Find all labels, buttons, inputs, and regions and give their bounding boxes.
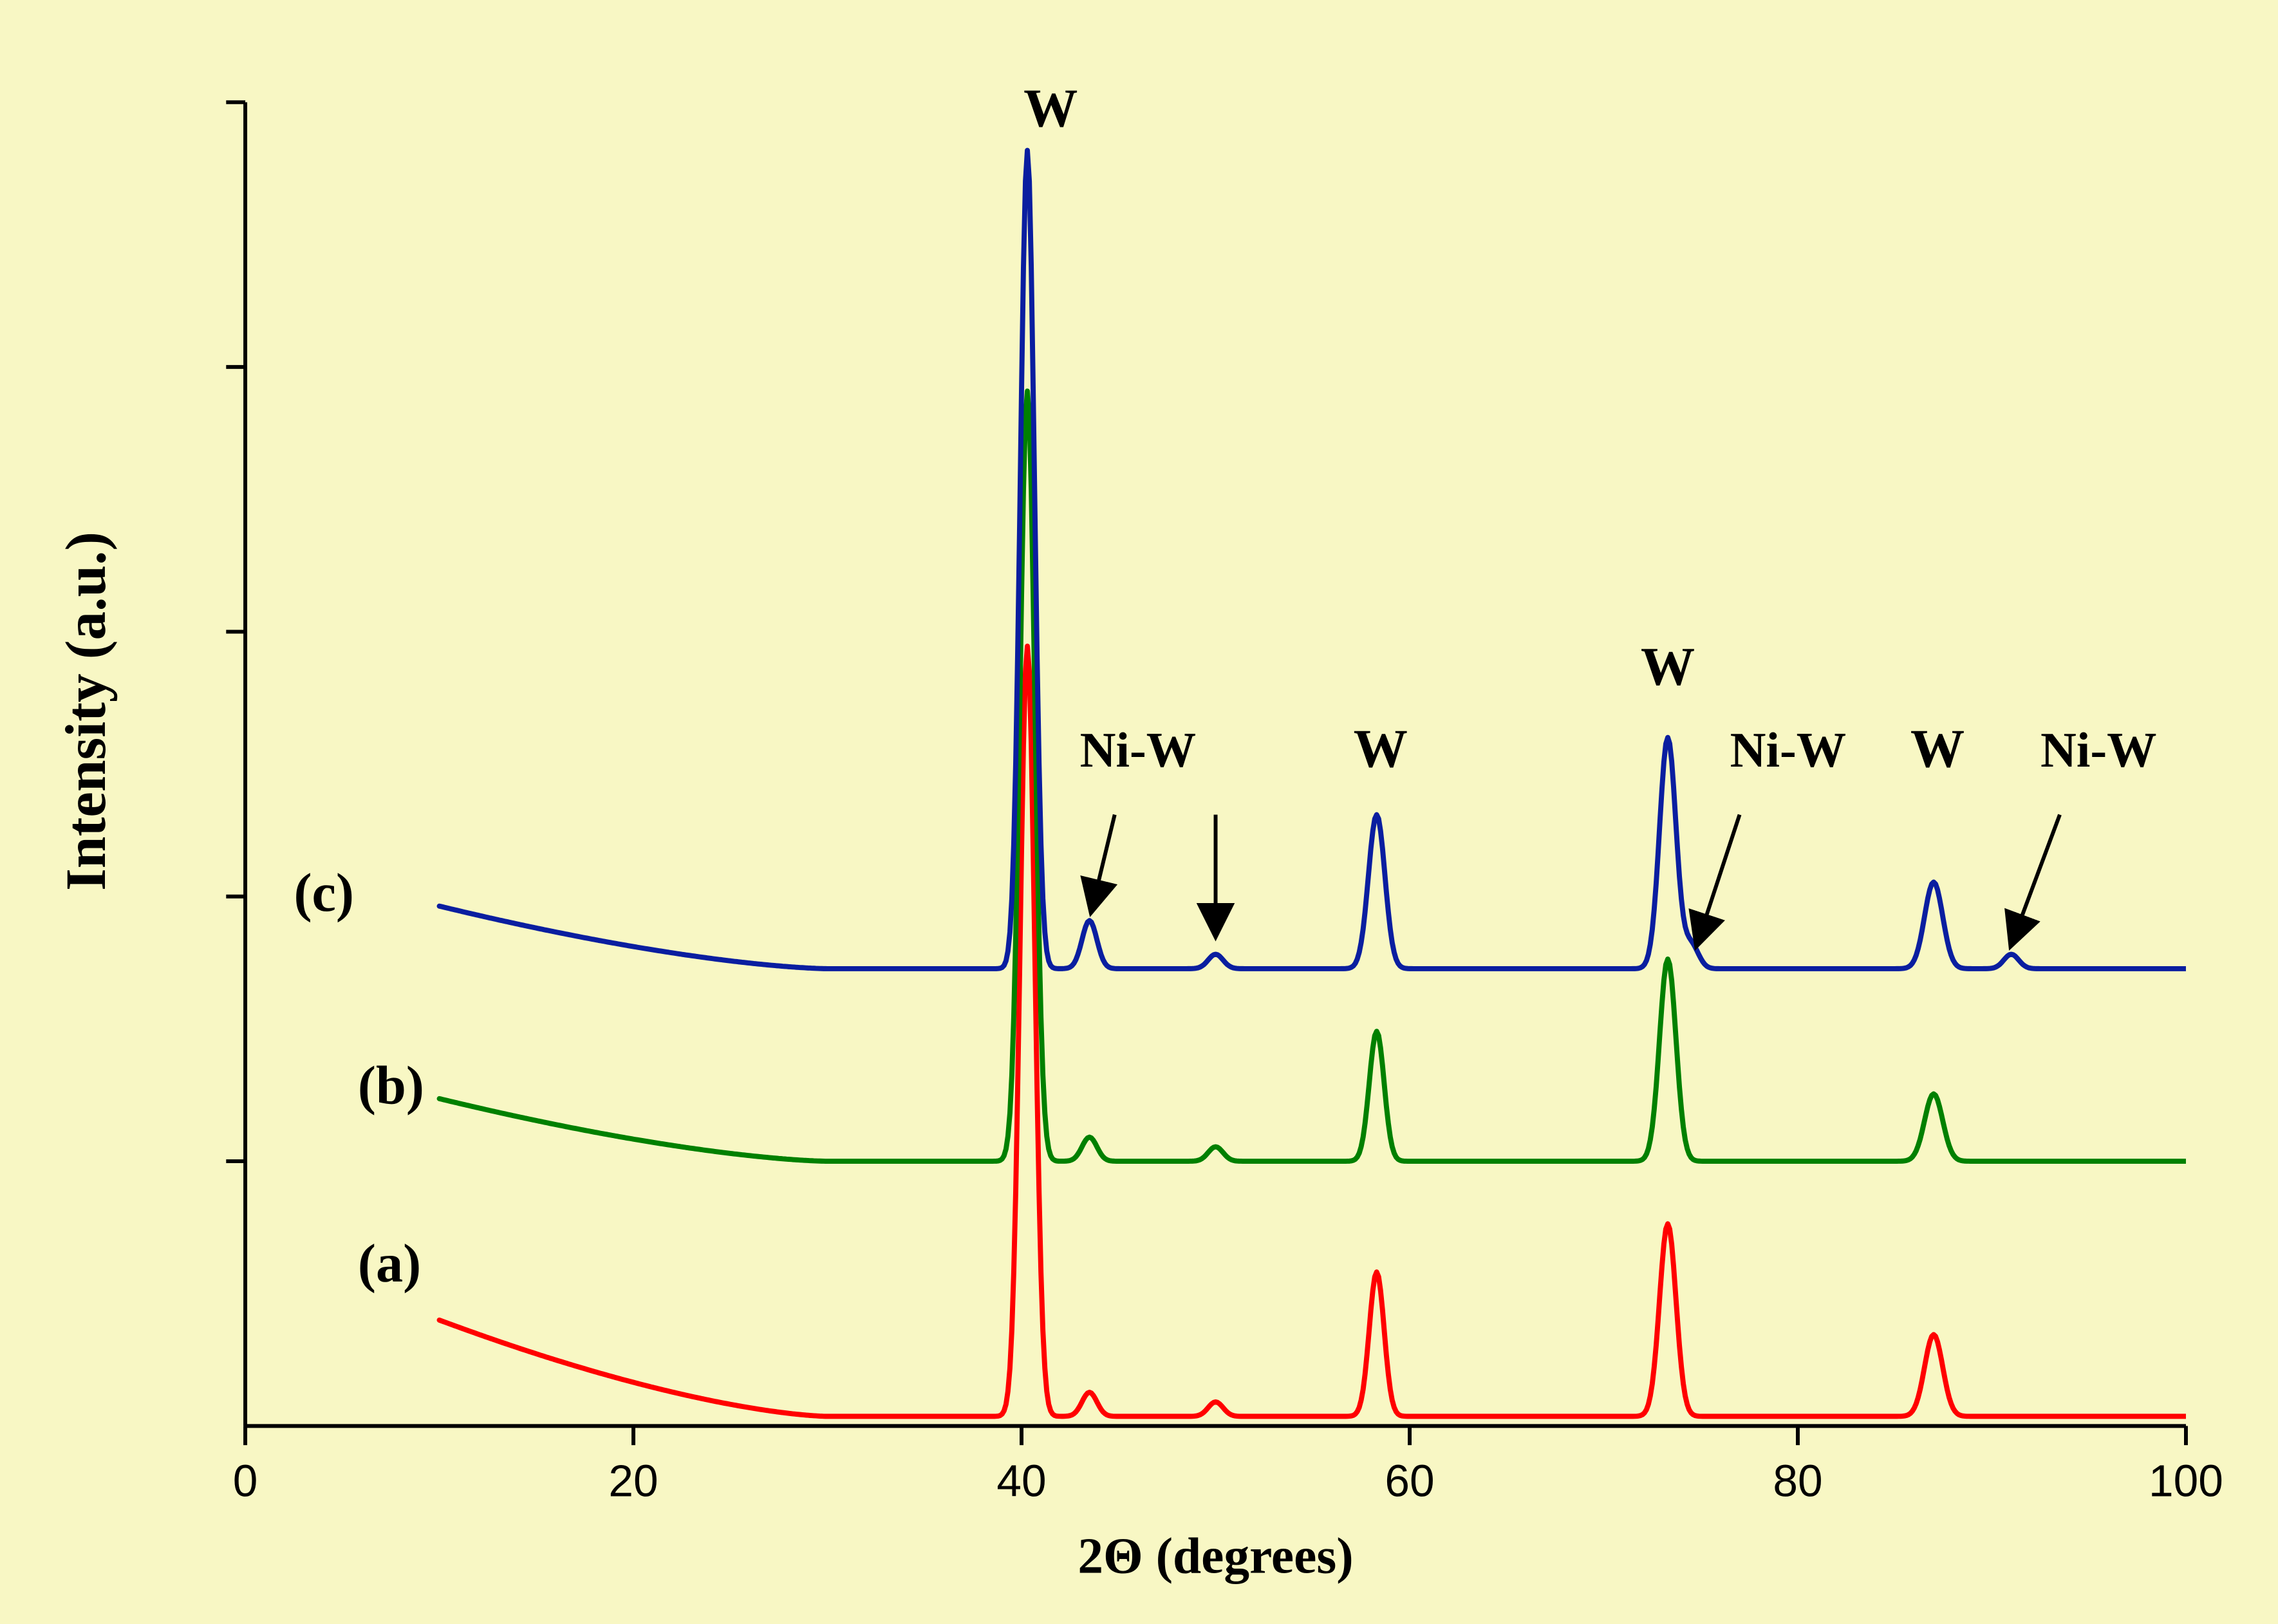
peak-label: Ni-W (1730, 722, 1847, 778)
x-axis-label: 2Θ (degrees) (1078, 1528, 1353, 1585)
series-label: (b) (358, 1056, 424, 1115)
peak-label: W (1910, 719, 1965, 779)
plot-area (245, 102, 2186, 1426)
xrd-figure: 0 20 40 60 80 100 2Θ (degrees) Intensity (a.u.)… (9, 6, 2269, 1618)
x-tick-label: 60 (1385, 1456, 1434, 1506)
x-tick-label: 40 (996, 1456, 1046, 1506)
x-tick-label: 80 (1773, 1456, 1822, 1506)
peak-label: Ni-W (2040, 722, 2157, 778)
peak-label: W (1023, 79, 1078, 138)
peak-label: Ni-W (1080, 722, 1197, 778)
peak-label: W (1641, 637, 1695, 697)
series-label: (c) (294, 863, 354, 923)
x-tick-label: 0 (233, 1456, 258, 1506)
x-tick-label: 100 (2149, 1456, 2223, 1506)
x-tick-label: 20 (608, 1456, 658, 1506)
xrd-svg: 0 20 40 60 80 100 2Θ (degrees) Intensity (a.u.)… (9, 6, 2269, 1618)
y-axis-label: Intensity (a.u.) (54, 532, 118, 891)
series-label: (a) (358, 1234, 421, 1294)
peak-label: W (1354, 719, 1408, 779)
